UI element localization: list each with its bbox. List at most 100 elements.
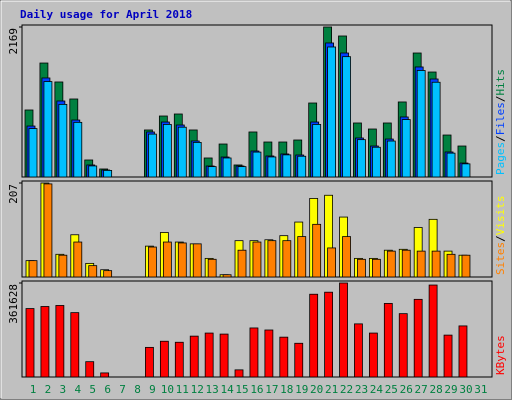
bar: [401, 119, 411, 178]
x-tick-label: 14: [220, 383, 234, 396]
legend-separator: /: [494, 235, 507, 242]
bar: [416, 70, 426, 178]
bar: [40, 306, 50, 378]
bar: [297, 155, 307, 178]
bar: [189, 335, 199, 378]
bar: [88, 265, 98, 278]
bar: [386, 140, 396, 178]
bar: [431, 250, 441, 278]
legend-entry: Hits: [494, 69, 507, 96]
x-tick-label: 6: [104, 383, 111, 396]
bar: [357, 258, 366, 278]
bar: [431, 81, 441, 178]
bar: [207, 258, 217, 278]
x-tick-label: 1: [30, 383, 37, 396]
legend-entry: Sites: [494, 242, 507, 275]
bar: [354, 323, 363, 378]
x-tick-label: 24: [370, 383, 384, 396]
bar: [446, 253, 456, 278]
x-tick-label: 4: [74, 383, 81, 396]
x-tick-label: 22: [340, 383, 353, 396]
x-tick-label: 29: [444, 383, 457, 396]
bar: [148, 133, 157, 178]
bar: [55, 305, 65, 378]
x-tick-label: 23: [355, 383, 368, 396]
x-tick-label: 10: [161, 383, 174, 396]
bar: [446, 152, 456, 178]
bar: [297, 236, 307, 278]
bar: [312, 223, 322, 278]
bar: [279, 336, 289, 378]
bar: [413, 298, 423, 378]
y-tick-label: 207: [7, 184, 20, 204]
bar: [461, 254, 471, 278]
x-tick-label: 3: [60, 383, 67, 396]
x-tick-label: 7: [119, 383, 126, 396]
bar: [192, 243, 202, 278]
bar: [443, 334, 453, 378]
legend: Pages/Files/Hits: [494, 69, 507, 175]
x-tick-label: 5: [89, 383, 96, 396]
bar: [148, 246, 157, 278]
x-tick-label: 8: [134, 383, 141, 396]
bar: [342, 56, 351, 178]
bar: [371, 146, 381, 178]
bar: [282, 240, 292, 278]
bar: [264, 329, 274, 378]
legend-entry: Pages: [494, 142, 507, 175]
x-tick-label: 12: [191, 383, 204, 396]
x-tick-label: 21: [325, 383, 338, 396]
bar: [458, 325, 468, 378]
bar: [267, 156, 277, 178]
x-tick-label: 30: [459, 383, 472, 396]
bar: [237, 166, 247, 178]
x-tick-label: 13: [206, 383, 219, 396]
bar: [368, 332, 378, 378]
bar: [386, 250, 396, 278]
x-tick-label: 16: [250, 383, 263, 396]
legend-separator: /: [494, 96, 507, 103]
bar: [267, 240, 277, 278]
bar: [25, 308, 35, 378]
bar: [100, 372, 110, 378]
bar: [401, 249, 411, 278]
bar: [88, 165, 98, 178]
legend-entry: Files: [494, 102, 507, 135]
y-tick-label: 2169: [7, 28, 20, 55]
bar: [28, 128, 38, 178]
bar: [357, 139, 366, 178]
x-tick-label: 11: [176, 383, 189, 396]
bar: [58, 254, 68, 278]
bar: [192, 142, 202, 178]
bar: [327, 46, 337, 178]
y-tick-label: 361628: [7, 284, 20, 324]
bar: [237, 249, 247, 278]
bar: [222, 157, 232, 178]
bar: [383, 303, 393, 378]
bar: [43, 81, 53, 178]
bar: [234, 369, 244, 378]
legend-separator: /: [494, 135, 507, 142]
bar: [249, 327, 259, 378]
legend-entry: Visits: [494, 196, 507, 236]
x-tick-label: 26: [400, 383, 413, 396]
bar: [177, 126, 187, 178]
bar: [177, 242, 187, 278]
bar: [162, 124, 172, 178]
bar: [222, 274, 232, 278]
chart-title: Daily usage for April 2018: [20, 8, 192, 21]
bar: [324, 291, 334, 378]
bar: [207, 166, 217, 178]
x-tick-label: 20: [310, 383, 323, 396]
bar: [339, 282, 348, 378]
bar: [28, 260, 38, 278]
bar: [309, 293, 319, 378]
bar: [85, 361, 95, 378]
bar: [219, 333, 229, 378]
bar: [58, 103, 68, 178]
bar: [461, 163, 471, 178]
bar: [371, 258, 381, 278]
bar: [252, 241, 262, 278]
bar: [327, 247, 337, 278]
